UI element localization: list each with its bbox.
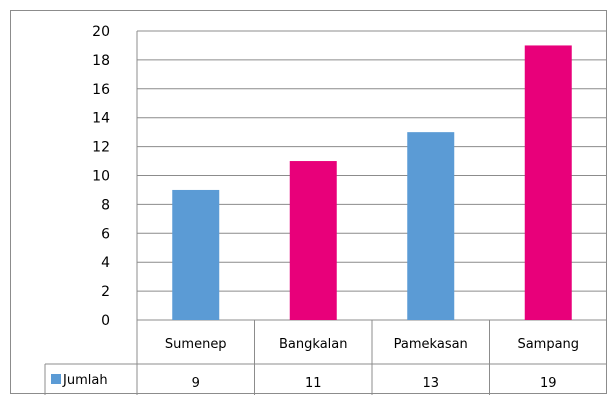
y-tick-label: 20 [92,24,110,40]
y-tick-label: 4 [101,255,110,271]
x-category-label: Bangkalan [279,337,347,352]
y-tick-label: 6 [101,226,110,242]
legend-swatch [51,374,61,384]
legend-series-name: Jumlah [62,373,108,388]
y-tick-label: 10 [92,169,110,185]
data-table: Sumenep Bangkalan Pamekasan Sampang 9 11 13 19 J… [44,320,607,395]
data-table-value: 13 [422,376,439,391]
y-tick-label: 14 [92,111,110,127]
x-category-label: Sumenep [165,337,227,352]
bar [407,132,455,320]
y-tick-label: 0 [101,313,110,329]
x-category-label: Sampang [517,337,579,352]
y-tick-label: 16 [92,82,110,98]
y-axis-tick-labels: 0 2 4 6 8 10 12 14 16 18 20 [92,24,110,329]
y-tick-label: 2 [101,284,110,300]
data-table-value: 19 [540,376,557,391]
bar [172,189,220,320]
bar [289,161,337,320]
y-tick-label: 12 [92,140,110,156]
bar [524,45,572,320]
y-tick-label: 18 [92,53,110,69]
x-category-label: Pamekasan [394,337,468,352]
data-table-value: 11 [305,376,322,391]
data-table-value: 9 [192,376,200,391]
bars [172,45,572,320]
y-tick-label: 8 [101,197,110,213]
